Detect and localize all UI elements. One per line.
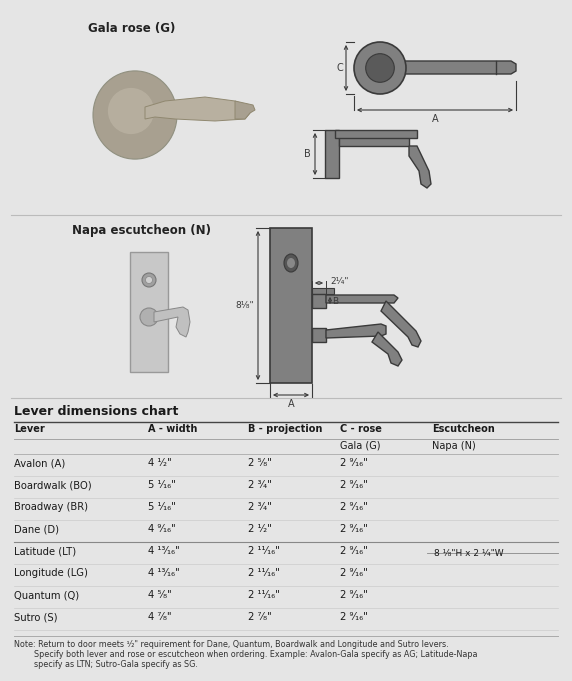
Text: 8 ¹⁄₈"H x 2 ¹⁄₄"W: 8 ¹⁄₈"H x 2 ¹⁄₄"W [434,548,503,558]
Ellipse shape [93,71,177,159]
Text: 2 ⁹⁄₁₆": 2 ⁹⁄₁₆" [340,524,368,534]
Text: Latitude (LT): Latitude (LT) [14,546,76,556]
Text: 2¹⁄₄": 2¹⁄₄" [330,277,348,287]
Text: Avalon (A): Avalon (A) [14,458,65,468]
Text: 2 ⁹⁄₁₆": 2 ⁹⁄₁₆" [340,502,368,512]
Text: Sutro (S): Sutro (S) [14,612,58,622]
Bar [325,130,339,178]
Text: A - width: A - width [148,424,197,434]
Text: B: B [304,149,311,159]
Text: Gala rose (G): Gala rose (G) [88,22,176,35]
Text: 4 ¹⁄₂": 4 ¹⁄₂" [148,458,172,468]
Text: B - projection: B - projection [248,424,323,434]
Text: Specify both lever and rose or escutcheon when ordering. Example: Avalon-Gala sp: Specify both lever and rose or escutcheo… [14,650,478,659]
Bar [335,130,417,138]
Text: A: A [432,114,438,124]
Text: C: C [336,63,343,73]
Text: A: A [288,399,295,409]
Text: Quantum (Q): Quantum (Q) [14,590,79,600]
Text: 4 ⁹⁄₁₆": 4 ⁹⁄₁₆" [148,524,176,534]
Polygon shape [326,324,386,338]
Text: Lever: Lever [14,424,45,434]
Text: Napa (N): Napa (N) [432,441,476,451]
Circle shape [366,54,394,82]
Text: C - rose: C - rose [340,424,382,434]
Text: 2 ¹¹⁄₁₆": 2 ¹¹⁄₁₆" [248,590,280,600]
Text: 2 ³⁄₄": 2 ³⁄₄" [248,502,272,512]
Polygon shape [409,146,431,188]
Bar [312,288,334,294]
Polygon shape [396,61,516,74]
Text: 4 ¹³⁄₁₆": 4 ¹³⁄₁₆" [148,568,180,578]
Polygon shape [145,97,250,121]
Polygon shape [381,301,421,347]
Text: 2 ³⁄₄": 2 ³⁄₄" [248,480,272,490]
Text: Boardwalk (BO): Boardwalk (BO) [14,480,92,490]
Text: Gala (G): Gala (G) [340,441,380,451]
Text: 4 ¹³⁄₁₆": 4 ¹³⁄₁₆" [148,546,180,556]
Text: 2 ¹¹⁄₁₆": 2 ¹¹⁄₁₆" [248,546,280,556]
Text: 2 ⁹⁄₁₆": 2 ⁹⁄₁₆" [340,458,368,468]
Text: Broadway (BR): Broadway (BR) [14,502,88,512]
Text: Dane (D): Dane (D) [14,524,59,534]
Text: 5 ¹⁄₁₆": 5 ¹⁄₁₆" [148,502,176,512]
Circle shape [140,308,158,326]
Text: 2 ⁹⁄₁₆": 2 ⁹⁄₁₆" [340,546,368,556]
Polygon shape [326,295,398,303]
Text: specify as LTN; Sutro-Gala specify as SG.: specify as LTN; Sutro-Gala specify as SG… [14,660,198,669]
Text: 2 ⁹⁄₁₆": 2 ⁹⁄₁₆" [340,480,368,490]
Text: Note: Return to door meets ¹⁄₂" requirement for Dane, Quantum, Boardwalk and Lon: Note: Return to door meets ¹⁄₂" requirem… [14,640,448,649]
Circle shape [354,42,406,94]
Text: 4 ⁷⁄₈": 4 ⁷⁄₈" [148,612,172,622]
Text: Escutcheon: Escutcheon [432,424,495,434]
Circle shape [142,273,156,287]
Ellipse shape [287,258,295,268]
Circle shape [145,276,153,283]
Text: 2 ⁹⁄₁₆": 2 ⁹⁄₁₆" [340,568,368,578]
Text: 2 ¹¹⁄₁₆": 2 ¹¹⁄₁₆" [248,568,280,578]
Bar [130,252,168,372]
Text: 5 ¹⁄₁₆": 5 ¹⁄₁₆" [148,480,176,490]
Polygon shape [235,101,255,119]
Text: Lever dimensions chart: Lever dimensions chart [14,405,178,418]
Polygon shape [154,307,190,337]
Text: 2 ⁷⁄₈": 2 ⁷⁄₈" [248,612,272,622]
Text: Napa escutcheon (N): Napa escutcheon (N) [72,224,211,237]
Bar [270,228,312,383]
Text: 2 ¹⁄₂": 2 ¹⁄₂" [248,524,272,534]
Text: B: B [332,296,338,306]
Text: Longitude (LG): Longitude (LG) [14,568,88,578]
Text: 2 ⁹⁄₁₆": 2 ⁹⁄₁₆" [340,612,368,622]
Ellipse shape [108,88,154,134]
Ellipse shape [284,254,298,272]
Polygon shape [372,332,402,366]
Bar [339,136,409,146]
Text: 8¹⁄₈": 8¹⁄₈" [235,301,254,310]
Text: 2 ⁵⁄₈": 2 ⁵⁄₈" [248,458,272,468]
Bar [312,294,326,308]
Bar [312,328,326,342]
Text: 2 ⁹⁄₁₆": 2 ⁹⁄₁₆" [340,590,368,600]
Text: 4 ⁵⁄₈": 4 ⁵⁄₈" [148,590,172,600]
